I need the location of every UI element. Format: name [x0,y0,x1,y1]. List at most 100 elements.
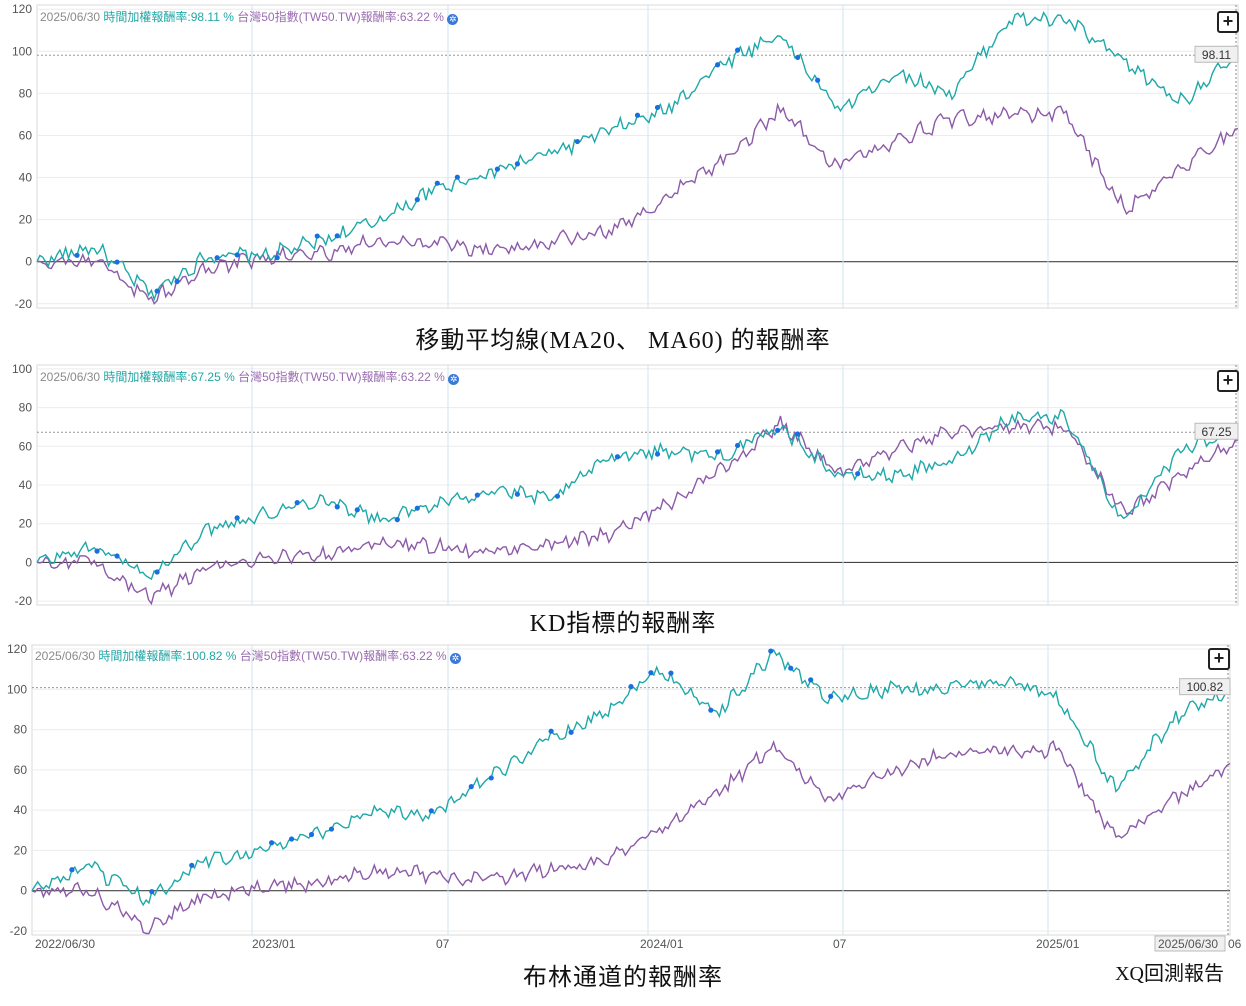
legend: 2025/06/30 時間加權報酬率:98.11 % 台灣50指數(TW50.T… [40,8,459,25]
y-tick-label: 20 [19,213,33,227]
trade-marker [414,197,420,203]
legend-strategy: 時間加權報酬率:98.11 % [103,10,234,24]
trade-marker [74,252,80,258]
y-tick-label: 0 [25,555,32,569]
trade-marker [269,840,275,846]
expand-plus-icon[interactable]: + [1208,648,1230,670]
trade-marker [149,889,155,895]
y-tick-label: 100 [7,682,27,696]
legend-strategy: 時間加權報酬率:100.82 % [98,649,237,663]
x-tick-label: 06 [1228,937,1242,951]
trade-marker [554,493,561,499]
trade-marker [314,233,320,239]
trade-marker [788,665,794,671]
trade-marker [795,431,801,437]
x-end-box [1154,935,1226,952]
trade-marker [714,62,721,68]
settings-icon[interactable]: ✲ [449,653,461,664]
trade-marker [354,507,360,513]
trade-marker [334,233,340,239]
trade-marker [154,288,160,294]
end-value-box [1194,422,1239,440]
trade-marker [768,648,774,654]
y-tick-label: 40 [14,803,28,817]
trade-marker [474,492,480,498]
x-tick-label: 07 [436,937,450,951]
trade-marker [334,504,340,510]
chart-kd-svg: -20 0 20 40 60 80 100 67.25 [12,362,1239,608]
series-line [31,739,1231,935]
chart-ma-svg: -20 0 20 40 60 80 100 120 98.11 [12,2,1239,311]
legend: 2025/06/30 時間加權報酬率:67.25 % 台灣50指數(TW50.T… [40,368,460,385]
trade-marker [214,255,220,261]
trade-marker [815,77,821,83]
trade-marker [828,693,834,699]
trade-marker [274,255,280,261]
trade-marker [494,166,500,172]
end-value-box [1179,678,1231,696]
trade-marker [668,670,674,676]
trade-marker [154,569,160,575]
series-line [36,102,1239,305]
trade-marker [114,259,120,265]
y-tick-label: 20 [19,517,33,531]
y-tick-label: 80 [19,401,33,415]
trade-marker [708,707,714,713]
trade-marker [328,826,335,832]
trade-marker [648,670,654,676]
trade-marker [808,677,814,683]
trade-marker [288,836,295,842]
caption-ma: 移動平均線(MA20、 MA60) 的報酬率 [415,328,831,354]
credit: XQ回測報告 [1115,963,1224,985]
trade-marker [234,515,240,521]
legend-benchmark: 台灣50指數(TW50.TW)報酬率:63.22 % [239,649,447,663]
trade-marker [654,451,661,457]
settings-icon[interactable]: ✲ [448,374,460,385]
trade-marker [434,180,440,186]
x-tick-label: 2025/01 [1036,937,1080,951]
trade-marker [634,112,641,118]
trade-marker [548,728,554,734]
chart-panel-bollinger: -20 0 20 40 60 80 100 120 100.82 2022/06/30 2023/0… [0,640,1246,955]
trade-marker [855,471,861,477]
trade-marker [414,505,420,511]
trade-marker [294,500,300,506]
legend-date: 2025/06/30 [35,649,96,663]
trade-marker [654,104,661,111]
trade-marker [574,138,581,145]
trade-marker [454,174,460,180]
trade-marker [795,54,801,61]
series-line [36,415,1239,606]
y-tick-label: 100 [12,362,32,376]
y-tick-label: 60 [14,763,28,777]
trade-marker [734,442,741,449]
y-tick-label: 40 [19,478,33,492]
trade-marker [174,278,180,285]
y-tick-label: 80 [14,723,28,737]
settings-icon[interactable]: ✲ [447,14,459,25]
trade-marker [614,454,621,460]
x-tick-label: 2024/01 [640,937,684,951]
x-tick-label: 2023/01 [252,937,296,951]
trade-marker [488,775,494,781]
expand-plus-icon[interactable]: + [1217,11,1239,33]
caption-bollinger: 布林通道的報酬率 [523,965,723,991]
y-tick-label: 60 [19,439,33,453]
legend-benchmark: 台灣50指數(TW50.TW)報酬率:63.22 % [238,370,445,384]
legend: 2025/06/30 時間加權報酬率:100.82 % 台灣50指數(TW50.… [35,647,461,664]
trade-marker [628,684,634,690]
trade-marker [734,47,741,53]
x-tick-label: 07 [833,937,847,951]
caption-kd: KD指標的報酬率 [529,611,717,637]
y-tick-label: 40 [19,171,33,185]
trade-marker [69,867,75,873]
trade-marker [775,427,781,433]
end-value-label: 98.11 [1202,48,1231,62]
plot-frame [36,4,1239,309]
y-tick-label: 0 [25,255,32,269]
chart-bollinger-svg: -20 0 20 40 60 80 100 120 100.82 2022/06/30 2023/0… [7,642,1242,952]
trade-marker [514,491,521,497]
y-tick-label: -20 [10,924,28,938]
expand-plus-icon[interactable]: + [1217,370,1239,392]
trade-marker [514,161,521,167]
